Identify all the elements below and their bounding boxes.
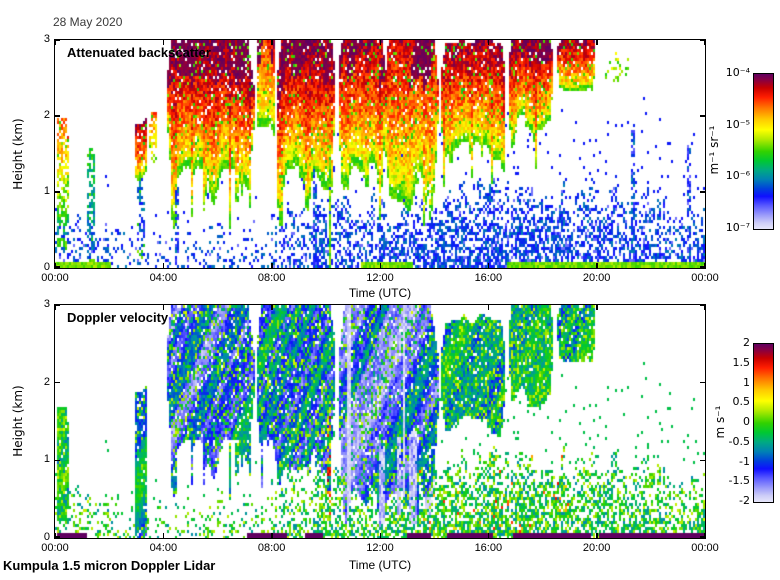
- y-tick-label: 0: [43, 531, 50, 543]
- y-tick-mark: [55, 381, 60, 384]
- x-tick-mark: [596, 263, 598, 268]
- x-tick-mark: [487, 533, 490, 538]
- x-tick-label: 04:00: [149, 542, 178, 554]
- velocity-heatmap: [55, 305, 705, 538]
- y-tick-mark: [700, 459, 705, 462]
- y-tick-label: 0: [43, 261, 50, 273]
- colorbar-tick-label: 0: [743, 415, 750, 428]
- x-tick-mark: [162, 263, 165, 268]
- x-tick-mark: [271, 533, 273, 538]
- y-tick-mark: [55, 459, 60, 462]
- velocity-y-axis-label: Height (km): [11, 385, 25, 457]
- y-tick-label: 2: [43, 375, 50, 388]
- backscatter-x-axis-label: Time (UTC): [348, 286, 412, 300]
- y-tick-mark: [55, 266, 60, 268]
- x-tick-mark: [379, 533, 381, 538]
- x-tick-mark: [703, 305, 705, 310]
- backscatter-title: Attenuated backscatter: [67, 45, 211, 60]
- colorbar-tick-label: -1: [739, 454, 750, 468]
- x-tick-label: 12:00: [366, 542, 394, 554]
- x-tick-label: 00:00: [691, 542, 719, 554]
- instrument-caption: Kumpula 1.5 micron Doppler Lidar: [3, 558, 216, 573]
- x-tick-mark: [271, 40, 273, 45]
- x-tick-mark: [379, 40, 381, 45]
- y-tick-mark: [55, 304, 60, 306]
- x-tick-label: 12:00: [366, 272, 394, 284]
- x-tick-mark: [596, 305, 598, 310]
- y-tick-label: 1: [43, 453, 50, 466]
- y-tick-label: 1: [43, 185, 50, 197]
- x-tick-label: 00:00: [41, 542, 69, 554]
- colorbar-tick-label: 10⁻⁷: [725, 221, 750, 234]
- x-tick-mark: [703, 40, 705, 45]
- y-tick-mark: [55, 536, 60, 538]
- y-tick-mark: [55, 115, 60, 117]
- x-tick-mark: [162, 305, 165, 310]
- x-tick-mark: [703, 263, 705, 268]
- colorbar-tick-label: 0.5: [732, 395, 751, 409]
- x-tick-mark: [54, 533, 56, 538]
- x-tick-mark: [379, 263, 381, 268]
- velocity-colorbar: [753, 343, 774, 503]
- x-tick-mark: [162, 533, 165, 538]
- backscatter-panel: Attenuated backscatter: [54, 39, 706, 269]
- x-tick-mark: [703, 533, 705, 538]
- y-tick-label: 2: [43, 109, 50, 121]
- x-tick-mark: [487, 40, 490, 45]
- colorbar-tick-label: 10⁻⁶: [725, 169, 750, 183]
- y-tick-mark: [700, 191, 705, 193]
- colorbar-tick-label: 2: [743, 336, 750, 349]
- y-tick-mark: [700, 115, 705, 117]
- x-tick-label: 08:00: [257, 542, 286, 554]
- x-tick-label: 20:00: [582, 542, 611, 554]
- colorbar-tick-label: 1.5: [732, 355, 751, 369]
- x-tick-mark: [596, 533, 598, 538]
- y-tick-mark: [700, 39, 705, 41]
- y-tick-mark: [55, 39, 60, 41]
- x-tick-label: 08:00: [257, 272, 286, 284]
- x-tick-label: 00:00: [691, 272, 719, 284]
- x-tick-mark: [54, 305, 56, 310]
- x-tick-label: 00:00: [41, 272, 69, 284]
- x-tick-mark: [596, 40, 598, 45]
- x-tick-mark: [487, 263, 490, 268]
- x-tick-mark: [379, 305, 381, 310]
- colorbar-tick-label: 1: [743, 375, 750, 389]
- velocity-x-axis-label: Time (UTC): [348, 558, 412, 572]
- x-tick-label: 04:00: [149, 272, 178, 284]
- velocity-colorbar-unit-label: m s⁻¹: [713, 405, 727, 439]
- y-tick-mark: [700, 536, 705, 538]
- y-tick-mark: [700, 381, 705, 384]
- x-tick-mark: [271, 305, 273, 310]
- y-tick-mark: [55, 191, 60, 193]
- x-tick-mark: [162, 40, 165, 45]
- x-tick-mark: [54, 40, 56, 45]
- x-tick-label: 16:00: [474, 542, 503, 554]
- y-tick-mark: [700, 304, 705, 306]
- velocity-title: Doppler velocity: [67, 310, 169, 325]
- x-tick-mark: [271, 263, 273, 268]
- x-tick-mark: [487, 305, 490, 310]
- x-tick-mark: [54, 263, 56, 268]
- x-tick-label: 20:00: [582, 272, 611, 284]
- colorbar-tick-label: -1.5: [728, 474, 750, 488]
- colorbar-tick-label: 10⁻⁵: [725, 117, 750, 131]
- backscatter-colorbar-unit-label: m⁻¹ sr⁻¹: [707, 125, 721, 175]
- colorbar-tick-label: -2: [739, 494, 750, 507]
- backscatter-heatmap: [55, 40, 705, 268]
- y-tick-label: 3: [43, 33, 50, 45]
- backscatter-y-axis-label: Height (km): [11, 118, 25, 190]
- x-tick-label: 16:00: [474, 272, 503, 284]
- colorbar-tick-label: 10⁻⁴: [725, 66, 750, 79]
- velocity-panel: Doppler velocity: [54, 304, 706, 539]
- y-tick-mark: [700, 266, 705, 268]
- y-tick-label: 3: [43, 298, 50, 310]
- colorbar-tick-label: -0.5: [728, 434, 750, 448]
- date-label: 28 May 2020: [53, 15, 123, 29]
- backscatter-colorbar: [753, 73, 774, 230]
